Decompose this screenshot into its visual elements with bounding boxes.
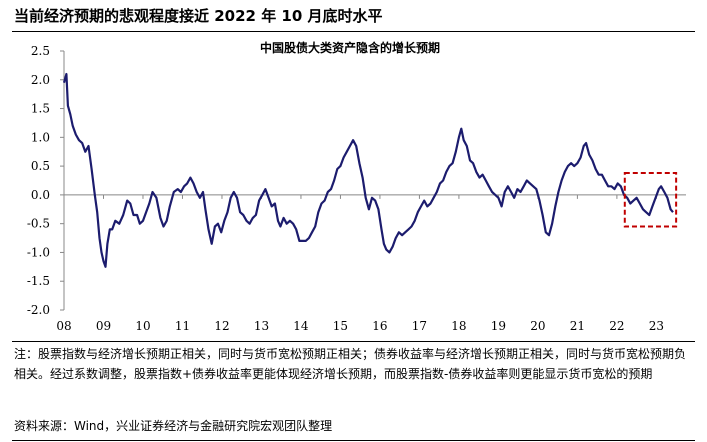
chart-area: 中国股债大类资产隐含的增长预期 2.5 2.0 1.5 1.0 0.5 0.0 -0.5 -1… — [0, 34, 707, 340]
footnote: 注：股票指数与经济增长预期正相关，同时与货币宽松预期正相关；债券收益率与经济增长… — [14, 347, 687, 381]
y-tick-label: 2.5 — [31, 44, 50, 58]
figure-title: 当前经济预期的悲观程度接近 2022 年 10 月底时水平 — [14, 7, 383, 25]
x-axis: 08 09 10 11 12 13 14 15 16 17 18 19 20 21 22 23 — [56, 194, 686, 333]
y-tick-label: 1.5 — [31, 102, 50, 116]
x-tick-label: 11 — [175, 319, 190, 333]
highlight-layer — [623, 172, 678, 228]
source-line: 资料来源：Wind，兴业证券经济与金融研究院宏观团队整理 — [14, 419, 333, 433]
x-tick-label: 09 — [96, 319, 111, 333]
x-tick-label: 23 — [649, 319, 664, 333]
x-tick-label: 19 — [491, 319, 506, 333]
line-chart: 中国股债大类资产隐含的增长预期 2.5 2.0 1.5 1.0 0.5 0.0 -0.5 -1… — [27, 40, 686, 333]
highlight-box — [623, 172, 678, 228]
bottom-rule — [12, 440, 695, 441]
y-tick-label: 0.0 — [31, 188, 50, 202]
chart-title: 中国股债大类资产隐含的增长预期 — [260, 40, 440, 55]
y-tick-label: 1.0 — [31, 130, 50, 144]
top-rule — [12, 31, 695, 32]
y-tick-label: 2.0 — [31, 73, 50, 87]
x-tick-label: 10 — [135, 319, 150, 333]
x-tick-label: 15 — [333, 319, 348, 333]
x-tick-label: 18 — [451, 319, 466, 333]
y-tick-label: 0.5 — [31, 159, 50, 173]
x-tick-label: 14 — [293, 319, 309, 333]
y-tick-label: -2.0 — [27, 303, 50, 317]
series-layer — [62, 72, 674, 268]
middle-rule — [12, 341, 695, 342]
x-tick-label: 12 — [214, 319, 229, 333]
y-axis: 2.5 2.0 1.5 1.0 0.5 0.0 -0.5 -1.0 -1.5 -2.0 — [27, 44, 65, 317]
x-tick-label: 16 — [372, 319, 387, 333]
x-tick-label: 21 — [570, 319, 585, 333]
series-line-0 — [62, 72, 674, 268]
x-tick-label: 08 — [56, 319, 71, 333]
y-tick-label: -0.5 — [27, 217, 50, 231]
y-tick-label: -1.0 — [27, 245, 50, 259]
x-tick-label: 22 — [609, 319, 624, 333]
x-tick-label: 17 — [412, 319, 427, 333]
x-tick-label: 20 — [530, 319, 545, 333]
x-tick-label: 13 — [254, 319, 269, 333]
y-tick-label: -1.5 — [27, 274, 50, 288]
